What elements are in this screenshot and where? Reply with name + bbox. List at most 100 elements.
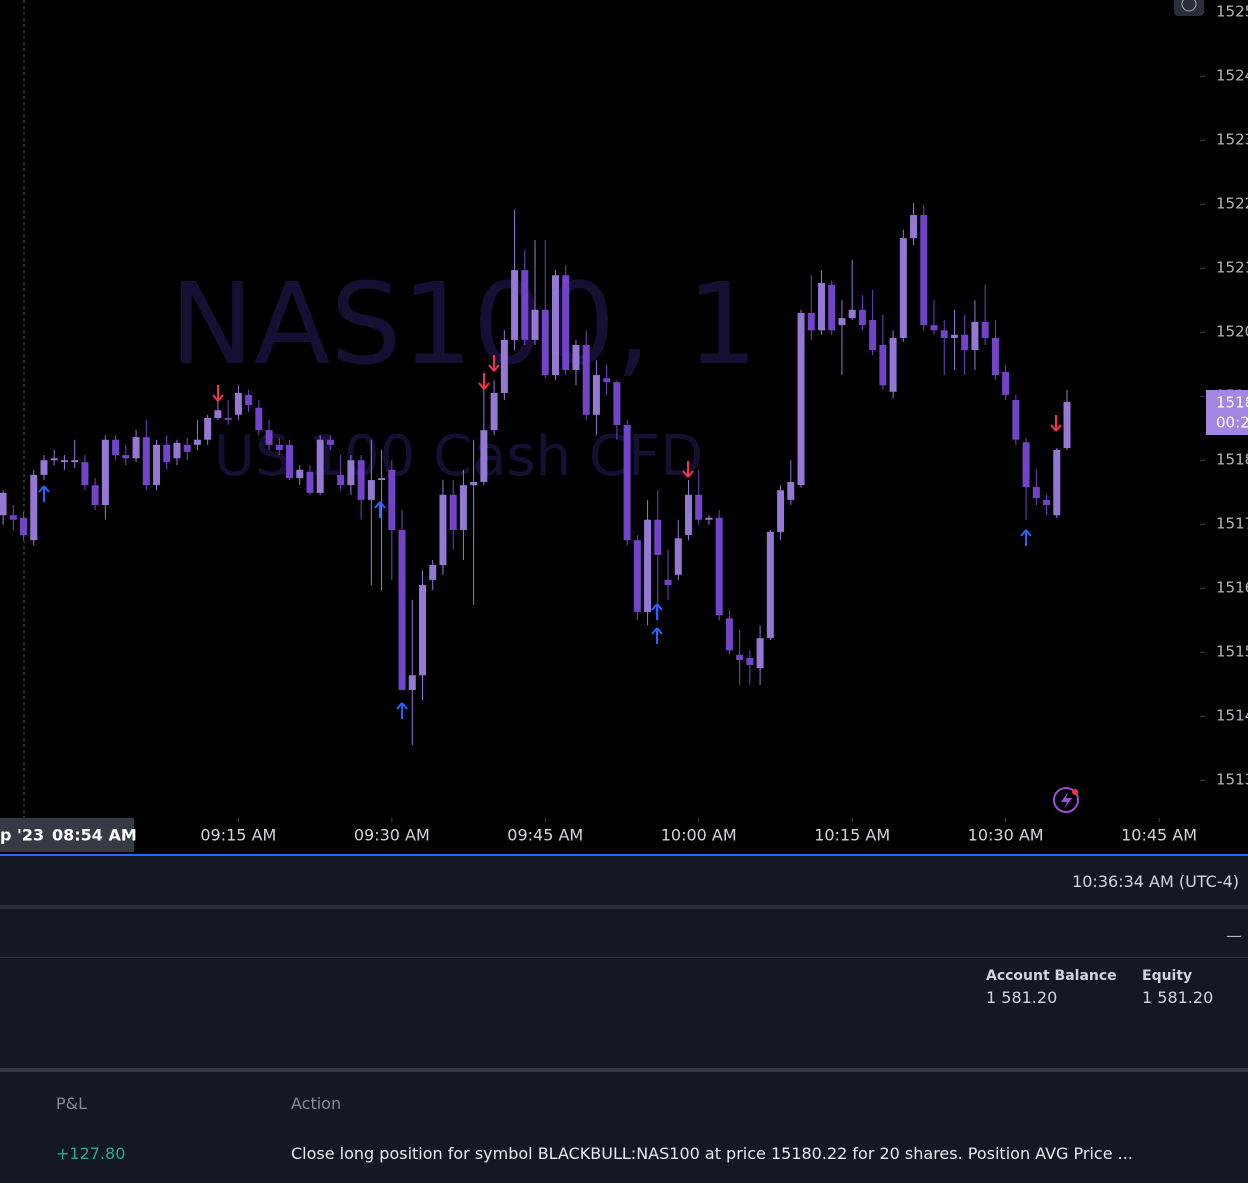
x-tick-label: 09:45 AM <box>507 826 583 845</box>
candle-body <box>736 654 744 660</box>
candle-body <box>286 444 294 479</box>
candle-body <box>777 490 785 532</box>
add-icon <box>1181 0 1197 12</box>
candle-body <box>920 215 928 326</box>
candle-body <box>664 579 672 586</box>
countdown-badge: 00:2 <box>1216 414 1248 432</box>
candle-body <box>613 382 621 426</box>
candle-body <box>163 444 171 463</box>
candle-body <box>725 618 733 651</box>
candle-body <box>828 284 836 331</box>
candle-body <box>91 485 99 506</box>
candle-body <box>848 309 856 319</box>
candle-body <box>910 215 918 239</box>
candle-body <box>572 344 580 370</box>
chart: NAS100, 1 US 100 Cash CFD 15130 15140 1515… <box>0 0 1248 856</box>
candle-body <box>326 439 334 445</box>
candle-body <box>245 394 253 406</box>
candle-body <box>1002 371 1010 395</box>
y-tick-label: 15200 <box>1216 323 1248 341</box>
candle-body <box>644 519 652 612</box>
y-tick-label: 15180 <box>1216 451 1248 469</box>
candle-body <box>214 410 222 418</box>
candle-body <box>398 529 406 690</box>
candle-body <box>183 444 191 452</box>
account-balance-label: Account Balance <box>986 968 1117 984</box>
candle-body <box>40 460 48 475</box>
pnl-cell: +127.80 <box>56 1144 126 1163</box>
candle-body <box>1043 499 1051 506</box>
candle-body <box>50 458 58 461</box>
candle-body <box>582 344 590 415</box>
column-header: Action <box>291 1094 342 1113</box>
watermark-symbol: NAS100, 1 <box>170 260 758 390</box>
equity-label: Equity <box>1142 968 1193 984</box>
candle-body <box>684 494 692 536</box>
candle-body <box>971 321 979 351</box>
y-tick-label: 15210 <box>1216 259 1248 277</box>
candle-body <box>347 460 355 486</box>
candle-body <box>173 442 181 459</box>
candle-body <box>623 425 631 541</box>
candle-body <box>459 485 467 530</box>
buy-signal <box>38 485 50 502</box>
candle-body <box>388 469 396 530</box>
candle-body <box>1012 400 1020 440</box>
action-cell: Close long position for symbol BLACKBULL… <box>291 1144 1133 1163</box>
separator <box>0 957 1248 958</box>
candle-body <box>408 675 416 690</box>
candle-body <box>142 437 150 486</box>
candle-body <box>337 474 345 486</box>
x-tick-label: 09:30 AM <box>354 826 430 845</box>
account-balance: 1 581.20 <box>986 988 1058 1007</box>
candle-body <box>541 309 549 376</box>
candle-body <box>9 515 17 520</box>
candle-body <box>296 469 304 479</box>
candle-body <box>122 455 130 459</box>
y-tick-label: 15240 <box>1216 67 1248 85</box>
candle-body <box>20 517 28 536</box>
y-tick-label: 15220 <box>1216 195 1248 213</box>
candle-body <box>869 320 877 351</box>
candle-body <box>429 565 437 580</box>
candle-body <box>357 460 365 500</box>
candle-body <box>981 321 989 338</box>
candle-body <box>367 480 375 500</box>
sell-signal <box>682 461 694 478</box>
x-tick-label: 10:00 AM <box>661 826 737 845</box>
alert-icon[interactable] <box>1053 787 1079 813</box>
candle-body <box>838 318 846 326</box>
candles <box>0 202 1071 746</box>
candle-body <box>695 494 703 520</box>
crosshair-time: 08:54 AM <box>52 826 137 845</box>
candle-body <box>490 392 498 431</box>
buy-signal <box>651 603 663 620</box>
candle-body <box>787 481 795 500</box>
alert-icon-bolt <box>1061 792 1072 809</box>
y-tick-label: 15170 <box>1216 515 1248 533</box>
minimize-button[interactable]: — <box>1226 926 1242 945</box>
candle-body <box>950 334 958 338</box>
sell-signal <box>1050 415 1062 432</box>
y-tick-label: 15250 <box>1216 3 1248 21</box>
candle-body <box>633 540 641 612</box>
y-tick-label: 15160 <box>1216 579 1248 597</box>
candle-body <box>551 275 559 376</box>
add-button[interactable] <box>1174 0 1204 16</box>
candle-body <box>378 478 386 481</box>
crosshair-label-box <box>0 818 134 852</box>
candle-body <box>797 312 805 486</box>
y-tick-label: 15150 <box>1216 643 1248 661</box>
column-header: P&L <box>56 1094 88 1113</box>
candle-body <box>234 392 242 415</box>
candle-body <box>306 471 314 493</box>
candle-body <box>817 282 825 331</box>
candle-body <box>419 585 427 676</box>
candle-body <box>889 337 897 392</box>
candle-body <box>511 270 519 340</box>
candle-body <box>275 444 283 450</box>
candle-body <box>592 375 600 415</box>
bottom-panel: 10:36:34 AM (UTC-4) — Account Balance 1 … <box>0 856 1248 1183</box>
candle-body <box>766 531 774 639</box>
candle-body <box>265 430 273 445</box>
